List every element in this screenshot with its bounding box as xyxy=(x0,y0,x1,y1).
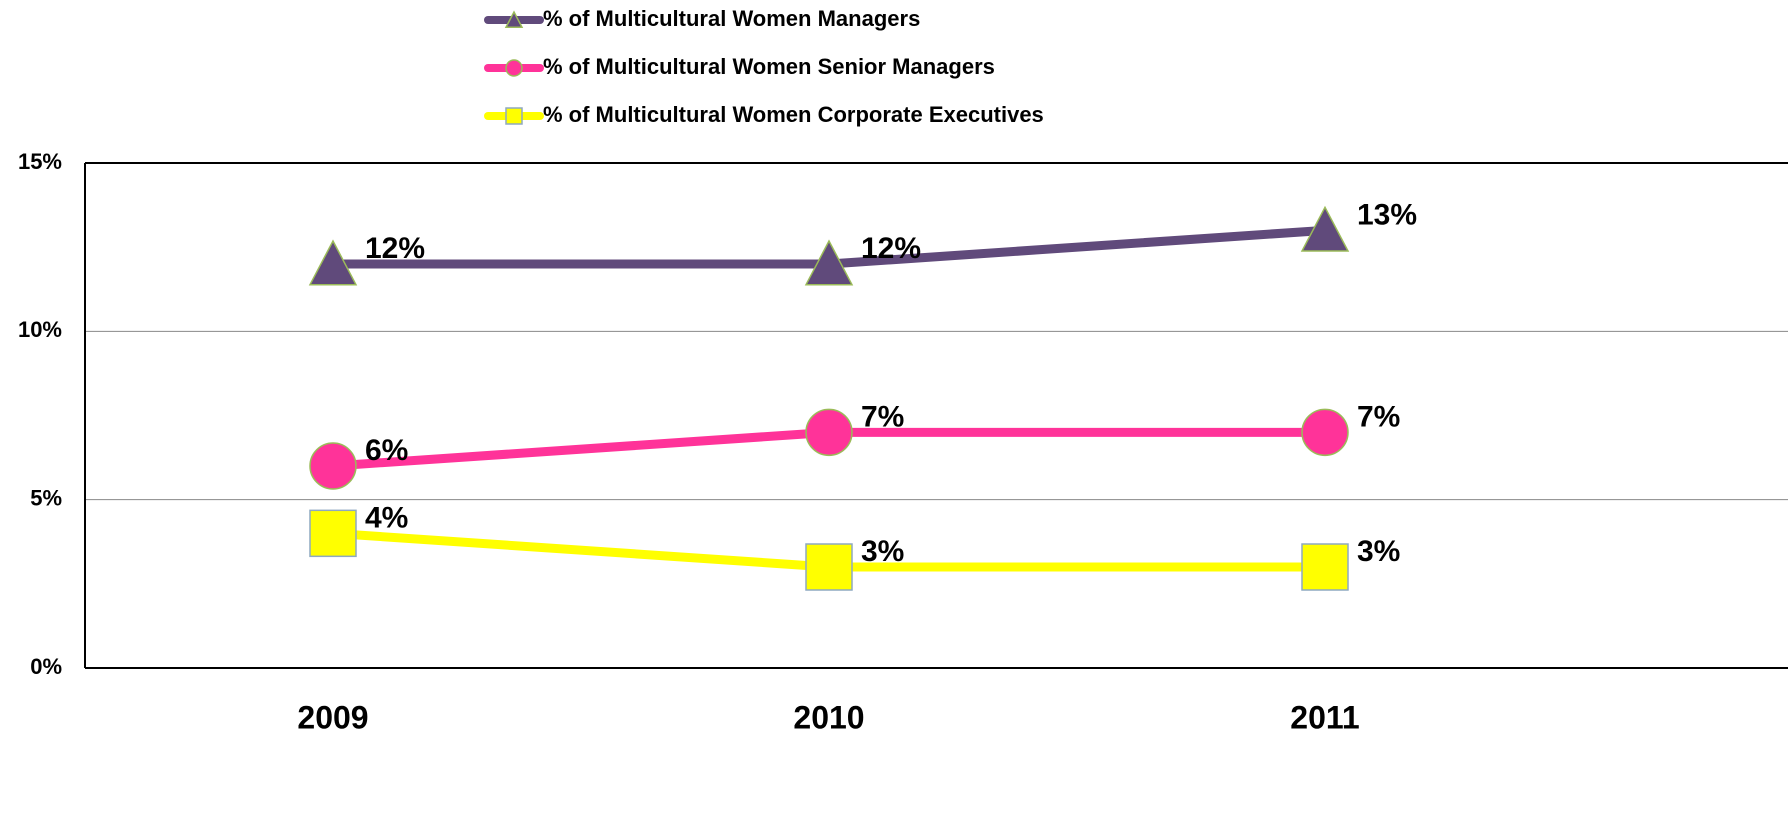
marker xyxy=(804,239,854,286)
data-label: 7% xyxy=(1357,400,1400,433)
marker xyxy=(504,10,524,28)
data-label: 12% xyxy=(861,232,921,265)
marker xyxy=(805,408,853,457)
y-tick-label: 10% xyxy=(18,317,62,342)
marker xyxy=(1301,543,1349,591)
y-tick-label: 0% xyxy=(30,654,62,679)
legend-label: % of Multicultural Women Senior Managers xyxy=(543,54,995,79)
legend-label: % of Multicultural Women Corporate Execu… xyxy=(543,102,1044,127)
data-label: 12% xyxy=(365,232,425,265)
data-label: 13% xyxy=(1357,198,1417,231)
marker xyxy=(805,543,853,591)
y-tick-label: 5% xyxy=(30,485,62,510)
x-tick-label: 2009 xyxy=(297,699,368,735)
data-label: 3% xyxy=(861,535,904,568)
x-tick-label: 2011 xyxy=(1290,699,1359,735)
marker xyxy=(308,239,358,286)
data-label: 7% xyxy=(861,400,904,433)
data-label: 4% xyxy=(365,501,408,534)
marker xyxy=(505,59,523,77)
y-tick-label: 15% xyxy=(18,149,62,174)
marker xyxy=(1301,408,1349,457)
marker xyxy=(309,442,357,490)
marker xyxy=(505,107,523,125)
marker xyxy=(1300,205,1350,252)
x-tick-label: 2010 xyxy=(793,699,864,735)
legend-label: % of Multicultural Women Managers xyxy=(543,6,920,31)
data-label: 3% xyxy=(1357,535,1400,568)
data-label: 6% xyxy=(365,434,408,467)
marker xyxy=(309,509,357,558)
